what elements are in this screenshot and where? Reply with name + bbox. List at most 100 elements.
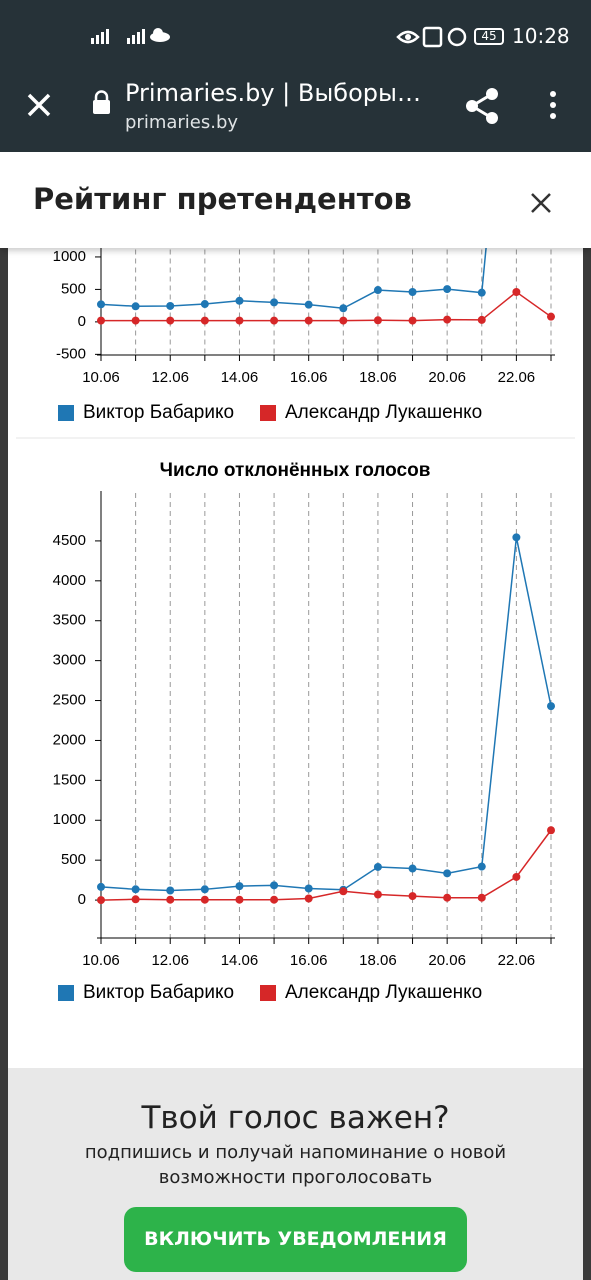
x-tick-label: 20.06 xyxy=(428,369,466,386)
legend-swatch xyxy=(260,985,276,1001)
modal-title: Рейтинг претендентов xyxy=(33,182,412,216)
data-point xyxy=(477,315,486,324)
data-point xyxy=(270,895,279,904)
data-point xyxy=(131,316,140,325)
x-tick-label: 10.06 xyxy=(82,369,120,386)
y-tick-label: 1000 xyxy=(53,811,86,828)
legend-label: Александр Лукашенко xyxy=(285,402,482,423)
x-tick-label: 12.06 xyxy=(151,369,189,386)
promo-title: Твой голос важен? xyxy=(141,1100,450,1136)
x-tick-label: 16.06 xyxy=(290,369,328,386)
close-button[interactable] xyxy=(528,190,554,216)
data-point xyxy=(131,895,140,904)
data-point xyxy=(166,301,175,310)
y-tick-label: 3500 xyxy=(53,612,86,629)
x-tick-label: 22.06 xyxy=(498,369,536,386)
legend-label: Виктор Бабарико xyxy=(83,982,234,1003)
notify-button[interactable]: ВКЛЮЧИТЬ УВЕДОМЛЕНИЯ xyxy=(124,1207,467,1272)
y-tick-label: -500 xyxy=(56,345,86,362)
data-point xyxy=(477,862,486,871)
x-tick-label: 16.06 xyxy=(290,952,328,969)
chart-title: Число отклонённых голосов xyxy=(160,460,431,481)
data-point xyxy=(97,300,105,309)
series-line xyxy=(100,248,487,310)
data-point xyxy=(166,316,175,325)
data-point xyxy=(97,896,105,905)
x-tick-label: 14.06 xyxy=(221,369,259,386)
data-point xyxy=(512,533,521,542)
data-point xyxy=(97,316,105,325)
y-tick-label: 4500 xyxy=(53,532,86,549)
data-point xyxy=(443,315,452,324)
data-point xyxy=(235,296,244,305)
data-point xyxy=(235,882,244,891)
data-point xyxy=(339,304,348,313)
data-point xyxy=(373,862,382,871)
data-point xyxy=(339,316,348,325)
y-tick-label: 500 xyxy=(61,851,86,868)
promo-text: подпишись и получай напоминание о новой … xyxy=(84,1142,507,1188)
y-tick-label: 1000 xyxy=(53,248,86,265)
series-line xyxy=(100,537,552,892)
data-point xyxy=(443,285,452,294)
page-title: Primaries.by | Выборы… xyxy=(125,79,421,107)
promo: Твой голос важен? подпишись и получай на… xyxy=(8,1068,583,1280)
x-tick-label: 10.06 xyxy=(82,952,120,969)
y-tick-label: 4000 xyxy=(53,572,86,589)
data-point xyxy=(131,885,140,894)
data-point xyxy=(304,894,313,903)
data-point xyxy=(547,702,555,711)
browser-bar: Primaries.by | Выборы… primaries.by xyxy=(0,60,591,152)
data-point xyxy=(373,890,382,899)
data-point xyxy=(443,869,452,878)
data-point xyxy=(512,872,521,881)
legend-swatch xyxy=(58,985,74,1001)
y-tick-label: 2000 xyxy=(53,731,86,748)
data-point xyxy=(270,298,279,307)
data-point xyxy=(408,864,417,873)
data-point xyxy=(166,895,175,904)
data-point xyxy=(373,286,382,295)
data-point xyxy=(270,881,279,890)
y-tick-label: 0 xyxy=(78,313,86,330)
data-point xyxy=(408,288,417,297)
data-point xyxy=(373,316,382,325)
y-tick-label: 500 xyxy=(61,280,86,297)
data-point xyxy=(408,316,417,325)
data-point xyxy=(408,892,417,901)
data-point xyxy=(200,316,209,325)
data-point xyxy=(166,886,175,895)
series-line xyxy=(100,829,552,901)
data-point xyxy=(547,826,555,835)
data-point xyxy=(200,895,209,904)
data-point xyxy=(304,300,313,309)
status-icons xyxy=(91,26,504,48)
data-point xyxy=(477,893,486,902)
series-line xyxy=(101,291,552,322)
chart: 10.06 12.06 14.06 16.06 18.06 20.06 22.06 -500 0… xyxy=(53,248,555,386)
clock: 10:28 xyxy=(512,24,570,48)
y-tick-label: 0 xyxy=(78,891,86,908)
y-tick-label: 1500 xyxy=(53,771,86,788)
data-point xyxy=(512,288,521,297)
data-point xyxy=(235,316,244,325)
x-tick-label: 12.06 xyxy=(151,952,189,969)
x-tick-label: 14.06 xyxy=(221,952,259,969)
x-tick-label: 18.06 xyxy=(359,952,397,969)
data-point xyxy=(339,887,348,896)
legend-swatch xyxy=(58,405,74,421)
data-point xyxy=(131,302,140,311)
x-tick-label: 18.06 xyxy=(359,369,397,386)
legend-swatch xyxy=(260,405,276,421)
data-point xyxy=(304,316,313,325)
data-point xyxy=(235,895,244,904)
page-url: primaries.by xyxy=(125,112,239,133)
data-point xyxy=(270,316,279,325)
data-point xyxy=(477,288,486,297)
modal-header: Рейтинг претендентов xyxy=(0,152,591,248)
chart: 10.06 12.06 14.06 16.06 18.06 20.06 22.06 0 500 1… xyxy=(53,491,555,969)
legend-label: Александр Лукашенко xyxy=(285,982,482,1003)
legend-label: Виктор Бабарико xyxy=(83,402,234,423)
